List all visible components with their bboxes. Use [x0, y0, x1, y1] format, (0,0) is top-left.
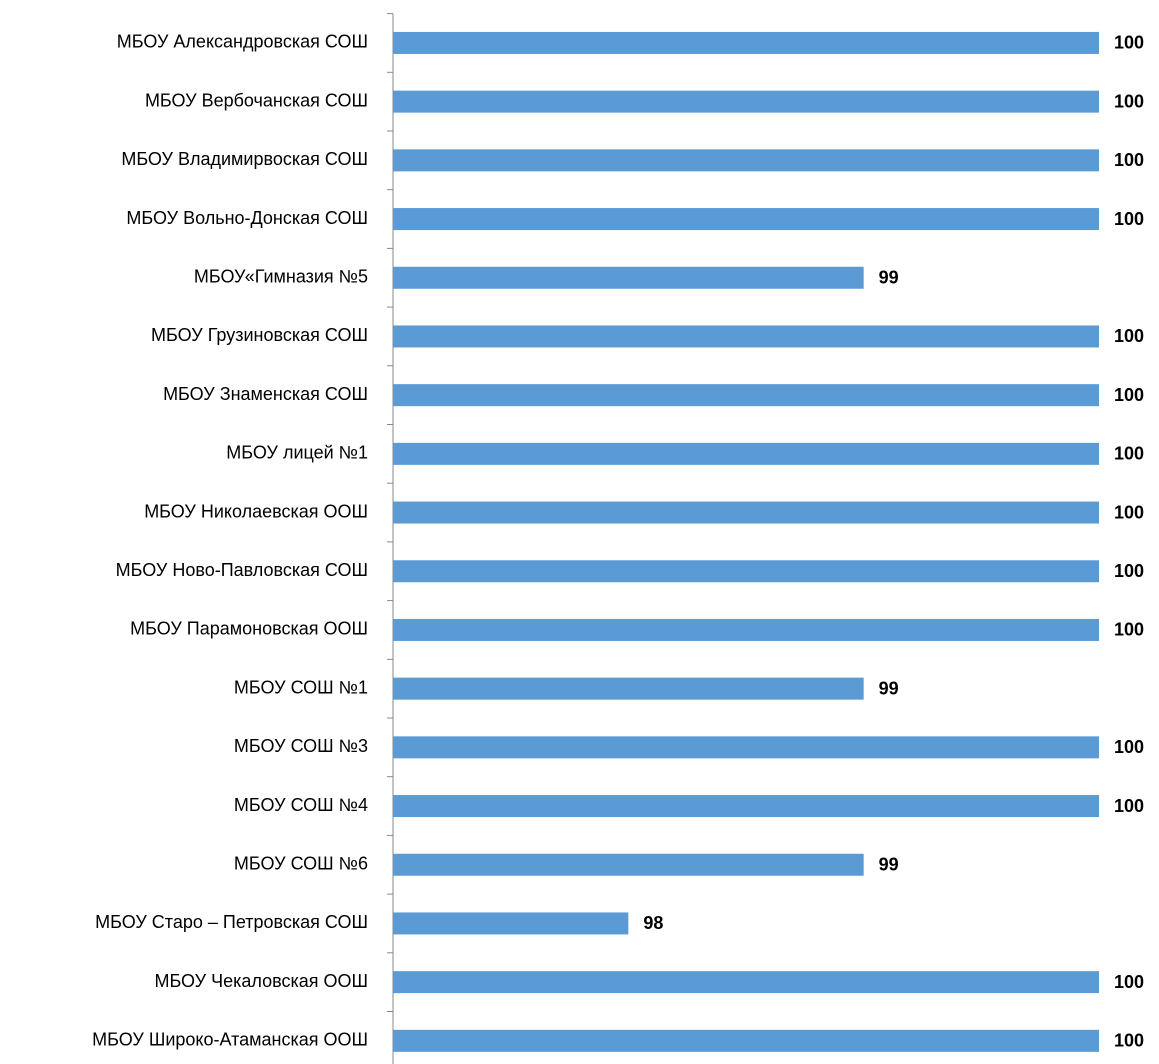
category-label: МБОУ Александровская СОШ — [117, 32, 368, 52]
value-label: 99 — [879, 855, 899, 875]
value-label: 100 — [1114, 91, 1144, 111]
bar — [393, 736, 1099, 759]
bar — [393, 618, 1099, 641]
bar — [393, 912, 629, 935]
bar — [393, 266, 864, 289]
bar — [393, 31, 1099, 54]
category-label: МБОУ СОШ №1 — [234, 677, 368, 697]
bar — [393, 384, 1099, 407]
category-label: МБОУ Ново-Павловская СОШ — [116, 560, 368, 580]
value-label: 100 — [1114, 326, 1144, 346]
bar — [393, 795, 1099, 818]
bar — [393, 501, 1099, 524]
bar — [393, 90, 1099, 113]
value-label: 100 — [1114, 796, 1144, 816]
category-label: МБОУ Владимирвоская СОШ — [121, 149, 368, 169]
value-label: 100 — [1114, 502, 1144, 522]
category-label: МБОУ лицей №1 — [226, 443, 368, 463]
category-label: МБОУ Парамоновская ООШ — [130, 619, 368, 639]
bar — [393, 853, 864, 876]
value-label: 99 — [879, 268, 899, 288]
value-label: 100 — [1114, 620, 1144, 640]
bar — [393, 677, 864, 700]
bar — [393, 442, 1099, 465]
category-label: МБОУ СОШ №6 — [234, 854, 368, 874]
category-label: МБОУ СОШ №4 — [234, 795, 368, 815]
value-label: 99 — [879, 678, 899, 698]
value-label: 100 — [1114, 972, 1144, 992]
category-label: МБОУ Вербочанская СОШ — [145, 90, 368, 110]
category-label: МБОУ Чекаловская ООШ — [154, 971, 368, 991]
bar — [393, 325, 1099, 348]
category-label: МБОУ Грузиновская СОШ — [151, 325, 368, 345]
value-label: 100 — [1114, 150, 1144, 170]
value-label: 100 — [1114, 1031, 1144, 1051]
value-label: 100 — [1114, 561, 1144, 581]
bar — [393, 1029, 1099, 1052]
category-label: МБОУ Вольно-Донская СОШ — [126, 208, 368, 228]
category-label: МБОУ Старо – Петровская СОШ — [95, 912, 368, 932]
bar — [393, 149, 1099, 172]
bar — [393, 560, 1099, 583]
value-label: 100 — [1114, 385, 1144, 405]
bar — [393, 208, 1099, 231]
value-label: 100 — [1114, 444, 1144, 464]
category-label: МБОУ Николаевская ООШ — [144, 501, 368, 521]
category-label: МБОУ Знаменская СОШ — [163, 384, 368, 404]
value-label: 100 — [1114, 737, 1144, 757]
value-label: 100 — [1114, 209, 1144, 229]
category-label: МБОУ Широко-Атаманская ООШ — [92, 1030, 368, 1050]
category-label: МБОУ СОШ №3 — [234, 736, 368, 756]
bar — [393, 971, 1099, 994]
category-label: МБОУ«Гимназия №5 — [194, 267, 368, 287]
value-label: 100 — [1114, 33, 1144, 53]
value-label: 98 — [643, 913, 663, 933]
